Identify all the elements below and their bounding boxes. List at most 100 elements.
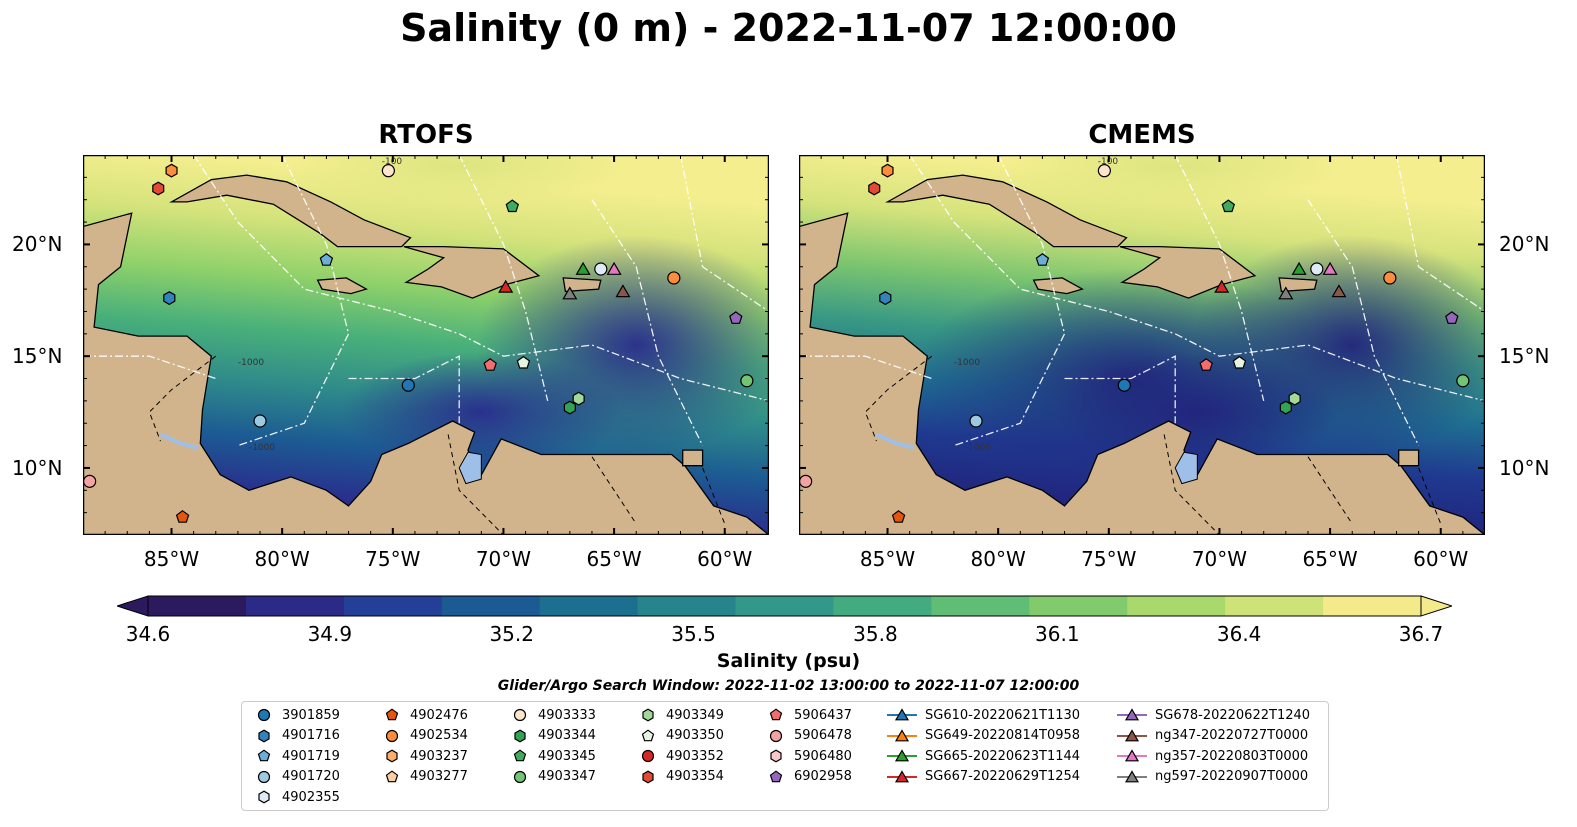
colorbar-frame	[147, 595, 1422, 617]
legend-item: 4901719	[254, 746, 340, 766]
legend-marker	[641, 728, 655, 741]
eez-boundary	[458, 155, 549, 402]
legend-item: 4902476	[382, 705, 468, 725]
search-window-text: Glider/Argo Search Window: 2022-11-02 13…	[497, 678, 1080, 694]
legend-label: SG665-20220623T1144	[925, 748, 1081, 764]
eez-boundary	[237, 155, 350, 447]
land	[403, 245, 541, 299]
country-border	[1163, 434, 1220, 535]
lon-tick-label: 85°W	[143, 547, 200, 571]
legend-marker	[769, 769, 783, 782]
lat-tick-label: 20°N	[12, 232, 63, 257]
legend-label: 4903350	[666, 728, 724, 743]
colorbar-tick-label: 36.4	[1216, 622, 1262, 646]
lat-tick-label: 15°N	[12, 344, 63, 369]
eez-boundary	[679, 155, 769, 313]
colorbar-tick-label: 35.8	[853, 622, 898, 646]
station-marker	[594, 262, 608, 276]
station-marker	[498, 279, 514, 293]
contour-label: -1000	[965, 443, 991, 453]
station-marker	[1456, 374, 1470, 388]
station-marker	[1288, 391, 1301, 406]
legend-marker	[1124, 728, 1140, 741]
legend-marker	[1124, 749, 1140, 762]
land	[169, 174, 412, 248]
high-salinity-region	[1005, 155, 1346, 207]
legend-label: ng347-20220727T0000	[1155, 728, 1309, 743]
land	[885, 174, 1128, 248]
colorbar-segment	[1127, 596, 1226, 616]
legend-item: 6902958	[766, 767, 852, 787]
legend-label: 4903347	[538, 769, 596, 784]
station-marker	[667, 271, 681, 285]
contour-label: -1000	[954, 358, 980, 368]
legend-marker	[769, 708, 783, 721]
colorbar-extend-max	[1420, 595, 1452, 617]
station-marker	[1291, 261, 1307, 275]
legend-label: 4902534	[410, 728, 468, 743]
legend-marker	[257, 749, 271, 762]
colorbar-tick-label: 36.1	[1035, 622, 1080, 646]
station-marker	[381, 164, 395, 178]
legend-item: ng597-20220907T0000	[1117, 767, 1308, 787]
legend-marker	[514, 729, 526, 742]
eez-boundary	[953, 155, 1066, 447]
legend-label: 3901859	[282, 707, 340, 723]
legend-label: SG678-20220622T1240	[1155, 707, 1311, 723]
legend-label: 4903352	[666, 748, 724, 764]
legend-item: 4902355	[254, 787, 340, 807]
legend-label: SG649-20220814T0958	[925, 728, 1081, 743]
lon-tick-label: 65°W	[1302, 547, 1358, 571]
legend-marker	[385, 769, 399, 782]
land	[1278, 277, 1318, 293]
land	[1032, 277, 1084, 295]
country-border	[1418, 467, 1442, 525]
legend-item: 4903347	[510, 767, 596, 787]
station-marker	[163, 291, 176, 306]
legend-label: 4903333	[538, 707, 596, 723]
legend-item: 4901716	[254, 726, 340, 746]
legend-item: 4903354	[638, 767, 724, 787]
legend-item: SG667-20220629T1254	[887, 767, 1080, 787]
station-marker	[83, 474, 97, 488]
station-marker	[1117, 378, 1131, 392]
figure-title: Salinity (0 m) - 2022-11-07 12:00:00	[400, 6, 1177, 50]
legend-label: SG610-20220621T1130	[925, 707, 1081, 723]
legend-item: 3901859	[254, 705, 340, 725]
legend-label: ng597-20220907T0000	[1155, 769, 1309, 784]
station-marker	[562, 286, 578, 300]
rtofs-salinity-map[interactable]: -100-1000-1000	[83, 155, 769, 535]
land	[83, 212, 769, 535]
station-marker	[879, 291, 892, 306]
legend: 3901859 4901716 4901719 4901720 4902355 49024…	[241, 701, 1329, 811]
lat-tick-label: 15°N	[1499, 344, 1550, 369]
cmems-salinity-map[interactable]: -100-1000-1000	[799, 155, 1485, 535]
country-border	[702, 467, 726, 525]
station-marker	[575, 261, 591, 275]
legend-marker	[894, 728, 910, 741]
legend-marker	[386, 749, 398, 763]
legend-label: 4901719	[282, 748, 340, 764]
legend-item: 4901720	[254, 767, 340, 787]
legend-marker	[257, 770, 271, 783]
legend-label: SG667-20220629T1254	[925, 769, 1081, 784]
legend-label: 4903277	[410, 769, 468, 784]
station-marker	[1221, 199, 1236, 213]
legend-item: ng357-20220803T0000	[1117, 746, 1308, 766]
map-frame	[83, 155, 769, 535]
lon-tick-label: 60°W	[1413, 547, 1469, 571]
eez-boundary	[1174, 155, 1265, 402]
legend-label: 4903354	[666, 769, 724, 784]
eez-boundary	[1064, 355, 1176, 424]
legend-marker	[258, 729, 270, 742]
lake-nicaragua	[875, 432, 915, 450]
station-marker	[729, 311, 743, 324]
legend-marker	[1124, 708, 1140, 721]
legend-marker	[385, 708, 399, 721]
eez-boundary	[83, 355, 216, 380]
station-marker	[868, 181, 881, 196]
station-marker	[319, 253, 334, 266]
station-marker	[1199, 358, 1213, 371]
station-marker	[615, 284, 631, 298]
legend-item: 4903333	[510, 705, 596, 725]
